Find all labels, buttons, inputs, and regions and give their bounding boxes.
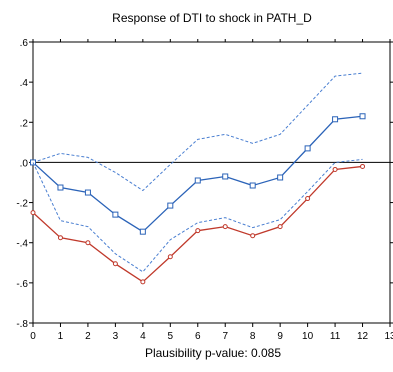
data-point-path_response (222, 224, 228, 230)
y-tick-label: -.2 (16, 199, 28, 210)
data-point-response (359, 113, 366, 120)
y-tick-label: .4 (20, 78, 29, 89)
series-line-response (32, 115, 363, 233)
x-tick-label: 4 (140, 331, 146, 342)
x-tick-label: 10 (302, 331, 314, 342)
data-point-path_response (30, 210, 36, 216)
y-tick-label: -.4 (16, 239, 28, 250)
data-point-path_response (277, 224, 283, 230)
x-tick-label: 2 (85, 331, 91, 342)
x-tick-label: 8 (250, 331, 256, 342)
data-point-path_response (360, 163, 366, 169)
data-point-response (30, 159, 36, 166)
data-point-response (194, 177, 201, 184)
x-tick-label: 3 (113, 331, 119, 342)
plot-frame (32, 41, 391, 324)
data-point-response (304, 145, 311, 152)
data-point-path_response (112, 261, 118, 267)
x-tick-label: 5 (168, 331, 174, 342)
series-layer (30, 72, 390, 285)
data-point-response (332, 116, 339, 123)
chart-title: Response of DTI to shock in PATH_D (112, 11, 312, 25)
series-line-path_response (32, 165, 363, 283)
y-tick-label: -.8 (16, 319, 28, 330)
data-point-response (84, 189, 91, 196)
x-tick-label: 13 (384, 331, 393, 342)
x-tick-label: 6 (195, 331, 201, 342)
data-point-response (57, 184, 64, 191)
plausibility-note: Plausibility p-value: 0.085 (145, 346, 281, 360)
x-tick-label: 1 (58, 331, 64, 342)
x-tick-label: 12 (357, 331, 369, 342)
data-point-response (222, 173, 229, 180)
axis-ticks: -.8-.6-.4-.2.0.2.4.60 1 2 3 4 5 6 7 8 9 10 11 12 13 (16, 38, 393, 342)
data-point-path_response (250, 233, 256, 239)
x-tick-label: 7 (222, 331, 228, 342)
data-point-path_response (195, 228, 201, 234)
data-point-path_response (332, 166, 338, 172)
y-tick-label: .6 (20, 38, 29, 49)
data-point-path_response (305, 196, 311, 202)
data-point-path_response (167, 254, 173, 260)
series-line-lower_band (32, 158, 363, 273)
y-tick-label: .2 (20, 118, 29, 129)
x-tick-label: 11 (330, 331, 341, 342)
data-point-path_response (140, 279, 146, 285)
data-point-response (249, 182, 256, 189)
series-line-upper_band (32, 72, 363, 192)
data-point-response (112, 211, 119, 218)
data-point-response (167, 202, 174, 209)
data-point-response (277, 174, 284, 181)
x-tick-label: 9 (277, 331, 283, 342)
y-tick-label: -.6 (16, 279, 28, 290)
data-point-path_response (57, 235, 63, 241)
x-tick-label: 0 (30, 331, 36, 342)
data-point-path_response (85, 240, 91, 246)
y-tick-label: .0 (20, 158, 29, 169)
data-point-response (139, 228, 146, 235)
